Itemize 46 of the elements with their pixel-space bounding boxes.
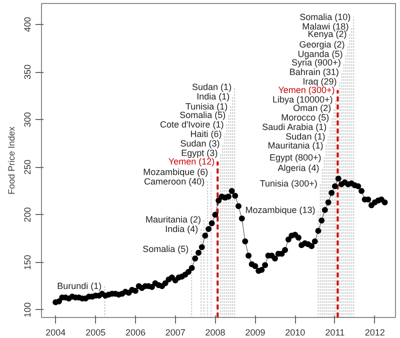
annotation: Cameroon (40) bbox=[144, 176, 205, 186]
annotation: Mauritania (2) bbox=[145, 214, 201, 224]
x-tick-label: 2004 bbox=[46, 328, 66, 338]
y-tick-label: 350 bbox=[22, 64, 32, 80]
x-tick-label: 2012 bbox=[364, 328, 385, 338]
x-tick-label: 2011 bbox=[325, 328, 345, 338]
annotation: Cote d'Ivoire (1) bbox=[160, 119, 224, 130]
x-tick-label: 2008 bbox=[205, 328, 226, 338]
annotation: Yemen (300+) bbox=[278, 85, 335, 96]
y-tick-label: 150 bbox=[22, 254, 32, 270]
annotation: Tunisia (300+) bbox=[260, 178, 318, 188]
annotation: Algeria (4) bbox=[278, 163, 320, 174]
annotation: Libya (10000+) bbox=[272, 94, 333, 105]
annotation: Georgia (2) bbox=[299, 39, 345, 50]
annotation: India (1) bbox=[196, 92, 230, 102]
x-tick-label: 2007 bbox=[165, 328, 186, 338]
annotation: Sudan (1) bbox=[192, 82, 232, 92]
annotation: Iraq (29) bbox=[302, 76, 337, 87]
y-axis-title: Food Price Index bbox=[6, 126, 16, 195]
y-tick-label: 250 bbox=[22, 160, 32, 175]
annotation: Bahrain (31) bbox=[289, 67, 339, 78]
annotation: Morocco (5) bbox=[281, 112, 330, 123]
y-tick-label: 400 bbox=[22, 16, 32, 32]
annotation: Somalia (10) bbox=[300, 12, 351, 22]
x-tick-label: 2005 bbox=[86, 328, 106, 338]
y-tick-label: 300 bbox=[22, 112, 32, 128]
annotation: Mozambique (6) bbox=[143, 166, 208, 177]
annotation: Egypt (3) bbox=[181, 148, 218, 158]
annotation: India (4) bbox=[165, 224, 198, 234]
annotation: Sudan (3) bbox=[180, 138, 220, 148]
x-tick-label: 2010 bbox=[285, 328, 306, 338]
annotation: Uganda (5) bbox=[298, 48, 343, 59]
annotation: Sudan (1) bbox=[286, 132, 326, 142]
x-tick-label: 2006 bbox=[125, 328, 146, 338]
annotation: Mauritania (1) bbox=[268, 140, 324, 150]
annotation: Haiti (6) bbox=[190, 128, 222, 139]
annotation: Somalia (5) bbox=[142, 244, 189, 254]
y-tick-label: 100 bbox=[22, 302, 32, 318]
annotation: Burundi (1) bbox=[57, 281, 102, 292]
annotation: Egypt (800+) bbox=[269, 152, 322, 163]
y-tick-label: 200 bbox=[22, 207, 32, 222]
annotation: Tunisia (1) bbox=[185, 101, 228, 112]
x-tick-label: 2009 bbox=[245, 328, 266, 338]
annotation: Mozambique (13) bbox=[245, 204, 316, 215]
annotation: Saudi Arabia (1) bbox=[262, 122, 327, 132]
annotation: Oman (2) bbox=[293, 103, 332, 114]
